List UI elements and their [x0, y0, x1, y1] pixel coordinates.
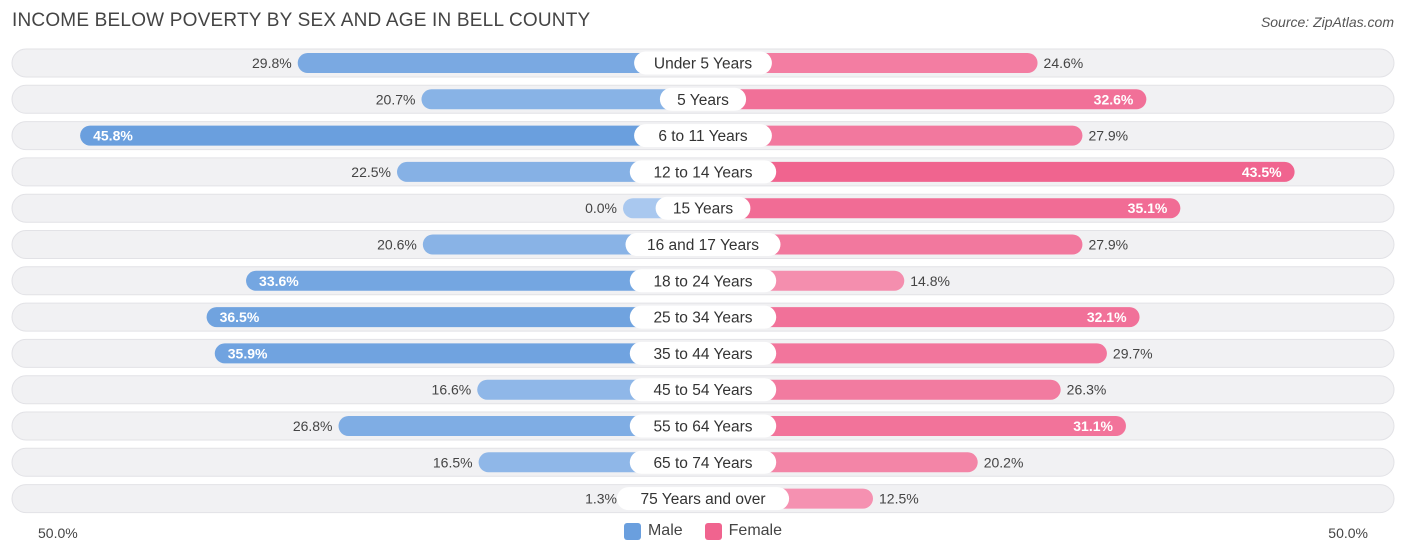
axis-label-right: 50.0% [1328, 525, 1368, 541]
data-label-female: 31.1% [1073, 418, 1113, 434]
category-pill [659, 87, 747, 111]
source-credit: Source: ZipAtlas.com [1260, 14, 1394, 30]
bar-female [703, 198, 1181, 219]
data-label-female: 43.5% [1242, 164, 1282, 180]
bar-male [421, 89, 703, 110]
bar-male [338, 416, 703, 436]
data-label-male: 20.7% [376, 91, 416, 107]
data-label-female: 12.5% [879, 491, 919, 507]
category-label: 16 and 17 Years [647, 237, 759, 254]
category-pill [629, 450, 777, 474]
legend-swatch-female [704, 522, 722, 540]
legend-label-female: Female [728, 522, 783, 539]
bar-female [703, 161, 1295, 182]
data-label-male: 35.9% [228, 345, 268, 361]
data-label-male: 29.8% [252, 55, 292, 71]
category-label: 12 to 14 Years [653, 164, 752, 181]
bar-chart: 29.8% 24.6% Under 5 Years 20.7% 32.6% 5 Years… [11, 48, 1395, 514]
data-label-female: 29.7% [1113, 345, 1153, 361]
category-pill [634, 124, 772, 148]
bar-female [703, 307, 1140, 328]
category-label: 65 to 74 Years [653, 455, 752, 472]
data-label-female: 20.2% [984, 454, 1024, 470]
bar-female [703, 125, 1083, 146]
category-pill [629, 305, 777, 329]
bar-female [703, 234, 1083, 255]
category-label: 45 to 54 Years [653, 382, 752, 399]
bar-male [297, 53, 703, 73]
data-label-male: 0.0% [585, 200, 617, 216]
category-label: 6 to 11 Years [658, 128, 748, 145]
bar-female [703, 379, 1061, 400]
category-pill [629, 341, 777, 365]
data-label-female: 35.1% [1128, 200, 1168, 216]
data-label-male: 1.3% [585, 491, 617, 507]
category-label: 75 Years and over [641, 491, 766, 508]
category-label: 55 to 64 Years [653, 419, 752, 436]
category-label: 5 Years [677, 92, 729, 109]
legend-item-female: Female [704, 522, 783, 540]
category-pill [629, 269, 777, 293]
bar-male [246, 270, 704, 291]
category-pill [634, 51, 772, 75]
data-label-male: 33.6% [259, 273, 299, 289]
bar-male [206, 307, 703, 328]
data-label-female: 27.9% [1088, 128, 1128, 144]
data-label-female: 32.6% [1094, 91, 1134, 107]
data-label-female: 24.6% [1044, 55, 1084, 71]
category-label: 25 to 34 Years [653, 310, 752, 327]
bar-female [703, 89, 1147, 110]
data-label-female: 14.8% [910, 273, 950, 289]
data-label-male: 36.5% [220, 309, 260, 325]
data-label-male: 16.6% [432, 382, 472, 398]
category-pill [655, 196, 751, 220]
category-label: 15 Years [673, 201, 734, 218]
bar-male [80, 125, 704, 146]
bar-female [703, 53, 1038, 73]
chart-title: INCOME BELOW POVERTY BY SEX AND AGE IN B… [12, 10, 591, 31]
category-label: 18 to 24 Years [653, 273, 752, 290]
data-label-male: 26.8% [293, 418, 333, 434]
category-label: 35 to 44 Years [653, 346, 752, 363]
legend-item-male: Male [623, 522, 683, 540]
bar-male [397, 161, 703, 182]
data-label-male: 22.5% [351, 164, 391, 180]
legend: Male Female [0, 522, 1406, 540]
category-label: Under 5 Years [654, 56, 752, 73]
data-label-female: 26.3% [1067, 382, 1107, 398]
category-pill [629, 378, 777, 402]
data-label-male: 16.5% [433, 454, 473, 470]
data-label-male: 45.8% [93, 128, 133, 144]
bar-female [703, 343, 1107, 364]
legend-swatch-male [623, 522, 641, 540]
category-pill [625, 233, 781, 256]
data-label-male: 20.6% [377, 237, 417, 253]
category-pill [616, 487, 790, 511]
bar-male [214, 343, 703, 364]
axis-label-left: 50.0% [38, 525, 78, 541]
data-label-female: 27.9% [1088, 237, 1128, 253]
category-pill [629, 160, 777, 184]
category-pill [629, 414, 777, 438]
legend-label-male: Male [647, 522, 683, 539]
data-label-female: 32.1% [1087, 309, 1127, 325]
bar-female [703, 416, 1126, 436]
